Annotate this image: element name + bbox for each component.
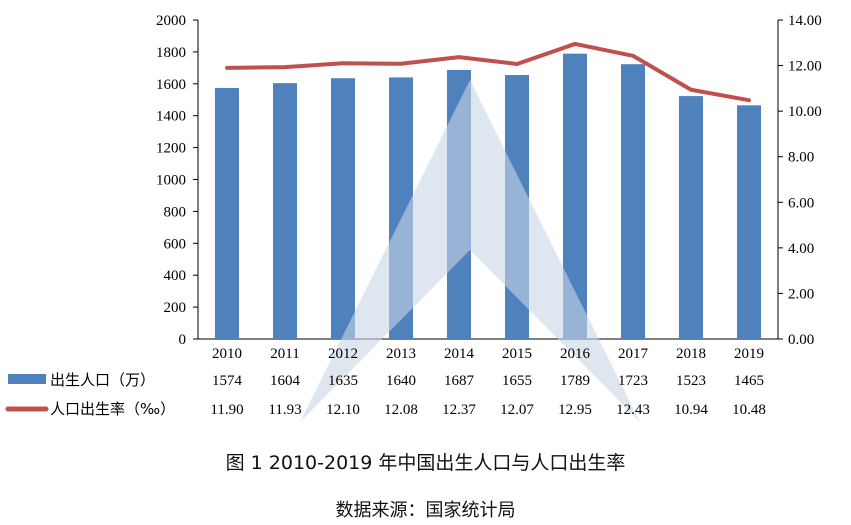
y-left-tick-label: 2000 — [156, 13, 186, 29]
births-value-cell: 1655 — [502, 373, 532, 389]
x-tick-label: 2014 — [444, 346, 475, 362]
births-value-cell: 1604 — [270, 373, 301, 389]
y-left-tick-label: 1800 — [156, 45, 186, 61]
rate-value-cell: 10.94 — [674, 402, 708, 418]
data-source: 数据来源：国家统计局 — [335, 500, 516, 521]
y-right-tick-label: 12.00 — [788, 59, 822, 75]
rate-value-cell: 11.93 — [268, 402, 301, 418]
bar — [215, 87, 239, 340]
line-layer — [225, 41, 751, 103]
x-tick-label: 2019 — [734, 346, 764, 362]
y-left-tick-label: 200 — [164, 300, 187, 316]
rate-value-cell: 12.08 — [384, 402, 418, 418]
births-value-cell: 1465 — [734, 373, 764, 389]
x-tick-label: 2018 — [676, 346, 706, 362]
x-tick-label: 2011 — [270, 346, 299, 362]
combo-chart: 0 200 400 600 800 1000 1200 1400 1600 1800 2000 0.0… — [5, 13, 822, 422]
bar — [737, 105, 761, 340]
y-right-tick-label: 6.00 — [788, 195, 814, 211]
rate-value-cell: 10.48 — [732, 402, 766, 418]
y-right-tick-label: 4.00 — [788, 241, 814, 257]
rate-value-cell: 12.43 — [616, 402, 650, 418]
births-value-cell: 1789 — [560, 373, 590, 389]
rate-legend-label: 人口出生率（‰） — [50, 400, 175, 418]
y-left-tick-label: 1000 — [156, 173, 186, 189]
births-value-cell: 1523 — [676, 373, 706, 389]
y-left-tick-label: 600 — [164, 236, 187, 252]
bar — [679, 96, 703, 339]
bar — [273, 83, 297, 339]
y-right-tick-label: 10.00 — [788, 104, 822, 120]
rate-value-cell: 12.10 — [326, 402, 360, 418]
rate-value-cell: 12.95 — [558, 402, 592, 418]
bar — [621, 64, 645, 339]
births-value-cell: 1687 — [444, 373, 475, 389]
y-left-tick-label: 800 — [164, 204, 187, 220]
births-value-cell: 1640 — [386, 373, 416, 389]
rate-line — [225, 41, 751, 103]
y-left-tick-label: 1600 — [156, 77, 186, 93]
x-tick-label: 2010 — [212, 346, 242, 362]
births-legend-label: 出生人口（万） — [50, 371, 155, 389]
y-right-tick-label: 0.00 — [788, 332, 814, 348]
x-tick-label: 2015 — [502, 346, 532, 362]
rate-value-cell: 11.90 — [210, 402, 243, 418]
tick-labels-layer: 0 200 400 600 800 1000 1200 1400 1600 1800 2000 0.0… — [156, 13, 822, 362]
figure-caption: 图 1 2010-2019 年中国出生人口与人口出生率 — [225, 452, 626, 474]
births-value-cell: 1635 — [328, 373, 358, 389]
x-tick-label: 2013 — [386, 346, 416, 362]
y-right-tick-label: 2.00 — [788, 286, 814, 302]
data-table-layer: 1574 11.90 1604 11.93 1635 12.10 1640 12.08 1687… — [5, 371, 766, 418]
y-right-tick-label: 14.00 — [788, 13, 822, 29]
births-value-cell: 1574 — [212, 373, 243, 389]
x-tick-label: 2017 — [618, 346, 649, 362]
births-value-cell: 1723 — [618, 373, 648, 389]
bar — [331, 78, 355, 339]
births-legend-swatch — [8, 374, 46, 384]
rate-value-cell: 12.37 — [442, 402, 476, 418]
x-tick-label: 2012 — [328, 346, 358, 362]
rate-value-cell: 12.07 — [500, 402, 534, 418]
y-left-tick-label: 400 — [164, 268, 187, 284]
y-left-tick-label: 1400 — [156, 109, 186, 125]
y-left-tick-label: 1200 — [156, 141, 186, 157]
y-left-tick-label: 0 — [179, 332, 187, 348]
y-right-tick-label: 8.00 — [788, 150, 814, 166]
watermark-logo — [300, 80, 640, 422]
x-tick-label: 2016 — [560, 346, 591, 362]
